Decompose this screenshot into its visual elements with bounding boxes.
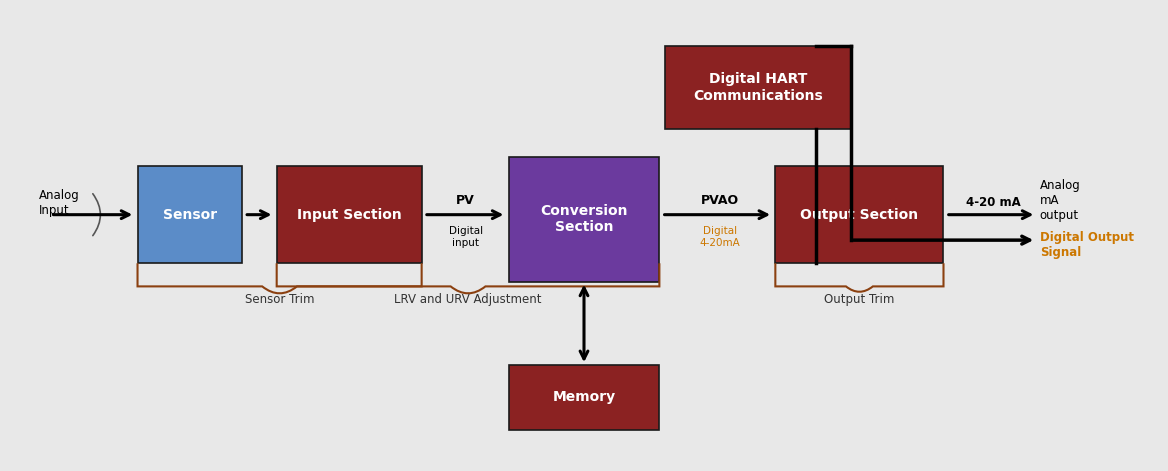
FancyBboxPatch shape <box>508 365 660 430</box>
Text: Digital HART
Communications: Digital HART Communications <box>693 73 822 103</box>
Text: PV: PV <box>457 195 475 207</box>
Text: Output Section: Output Section <box>800 208 918 222</box>
Text: Digital
4-20mA: Digital 4-20mA <box>700 226 741 248</box>
FancyBboxPatch shape <box>138 166 242 263</box>
Text: Memory: Memory <box>552 390 616 405</box>
Text: Analog
mA
output: Analog mA output <box>1040 179 1080 222</box>
Text: LRV and URV Adjustment: LRV and URV Adjustment <box>395 293 542 306</box>
Text: Output Trim: Output Trim <box>825 293 895 306</box>
Text: PVAO: PVAO <box>701 195 738 207</box>
Text: Digital
input: Digital input <box>449 226 482 248</box>
Text: Input Section: Input Section <box>297 208 402 222</box>
FancyBboxPatch shape <box>508 157 660 282</box>
Text: Sensor: Sensor <box>162 208 217 222</box>
Text: Analog
Input: Analog Input <box>39 189 79 217</box>
Text: Conversion
Section: Conversion Section <box>541 204 627 235</box>
FancyBboxPatch shape <box>277 166 422 263</box>
FancyBboxPatch shape <box>776 166 944 263</box>
Text: Sensor Trim: Sensor Trim <box>245 293 314 306</box>
FancyBboxPatch shape <box>666 46 850 129</box>
Text: Digital Output
Signal: Digital Output Signal <box>1040 231 1134 259</box>
Text: 4-20 mA: 4-20 mA <box>966 195 1021 209</box>
